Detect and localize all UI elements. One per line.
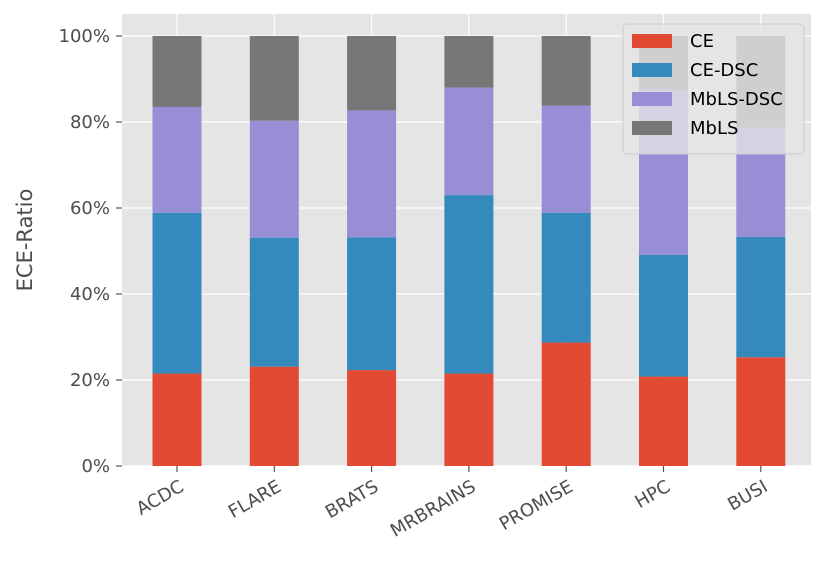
legend-label: CE-DSC [690,60,758,81]
x-tick-label: BUSI [724,476,771,515]
bar-segment-ce-dsc [347,237,397,371]
bar-segment-ce-dsc [736,236,786,358]
legend: CE CE-DSC MbLS-DSC MbLS [622,23,805,155]
bar-segment-ce-dsc [639,254,688,377]
bar-segment-ce-dsc [152,212,202,374]
bar-segment-ce-dsc [249,237,299,367]
y-axis-ticks: 0% 20% 40% 60% 80% 100% [59,26,122,477]
bar-segment-mbls-dsc [541,105,591,213]
bar-segment-mbls [541,36,591,106]
legend-swatch-ce-dsc [632,63,672,77]
y-tick-label: 60% [70,198,110,219]
y-axis-label: ECE-Ratio [13,189,37,292]
x-tick-label: ACDC [133,476,188,520]
x-tick-label: PROMISE [496,476,577,535]
y-tick-label: 100% [59,26,110,47]
bar-segment-mbls-dsc [444,87,494,196]
bar-segment-ce [541,342,591,466]
legend-swatch-mbls-dsc [632,92,672,106]
bar-segment-ce [152,373,202,466]
bar-segment-mbls-dsc [152,106,202,213]
bar-segment-ce [249,366,299,466]
x-tick-label: HPC [631,476,674,513]
legend-label: MbLS-DSC [690,89,783,110]
y-tick-label: 40% [70,284,110,305]
bar-segment-mbls [347,36,397,111]
legend-swatch-ce [632,34,672,48]
y-tick-label: 0% [81,456,110,477]
bar-segment-ce [444,373,494,466]
x-axis-ticks: ACDC FLARE BRATS MRBRAINS PROMISE HPC BUSI [133,466,771,542]
y-tick-label: 20% [70,370,110,391]
bar-segment-mbls [444,36,494,88]
bar-segment-mbls [152,36,202,107]
legend-label: CE [690,31,714,52]
bar-segment-mbls-dsc [347,110,397,238]
bar-segment-mbls-dsc [249,120,299,238]
x-tick-label: MRBRAINS [387,476,480,542]
legend-swatch-mbls [632,121,672,135]
y-tick-label: 80% [70,112,110,133]
bar-segment-mbls [249,36,299,121]
bar-segment-ce-dsc [444,195,494,374]
x-tick-label: BRATS [322,476,382,523]
bar-segment-ce [639,376,688,466]
bar-segment-ce-dsc [541,212,591,343]
bar-segment-ce [736,357,786,466]
x-tick-label: FLARE [225,476,285,523]
bar-segment-ce [347,370,397,466]
legend-label: MbLS [690,118,738,139]
